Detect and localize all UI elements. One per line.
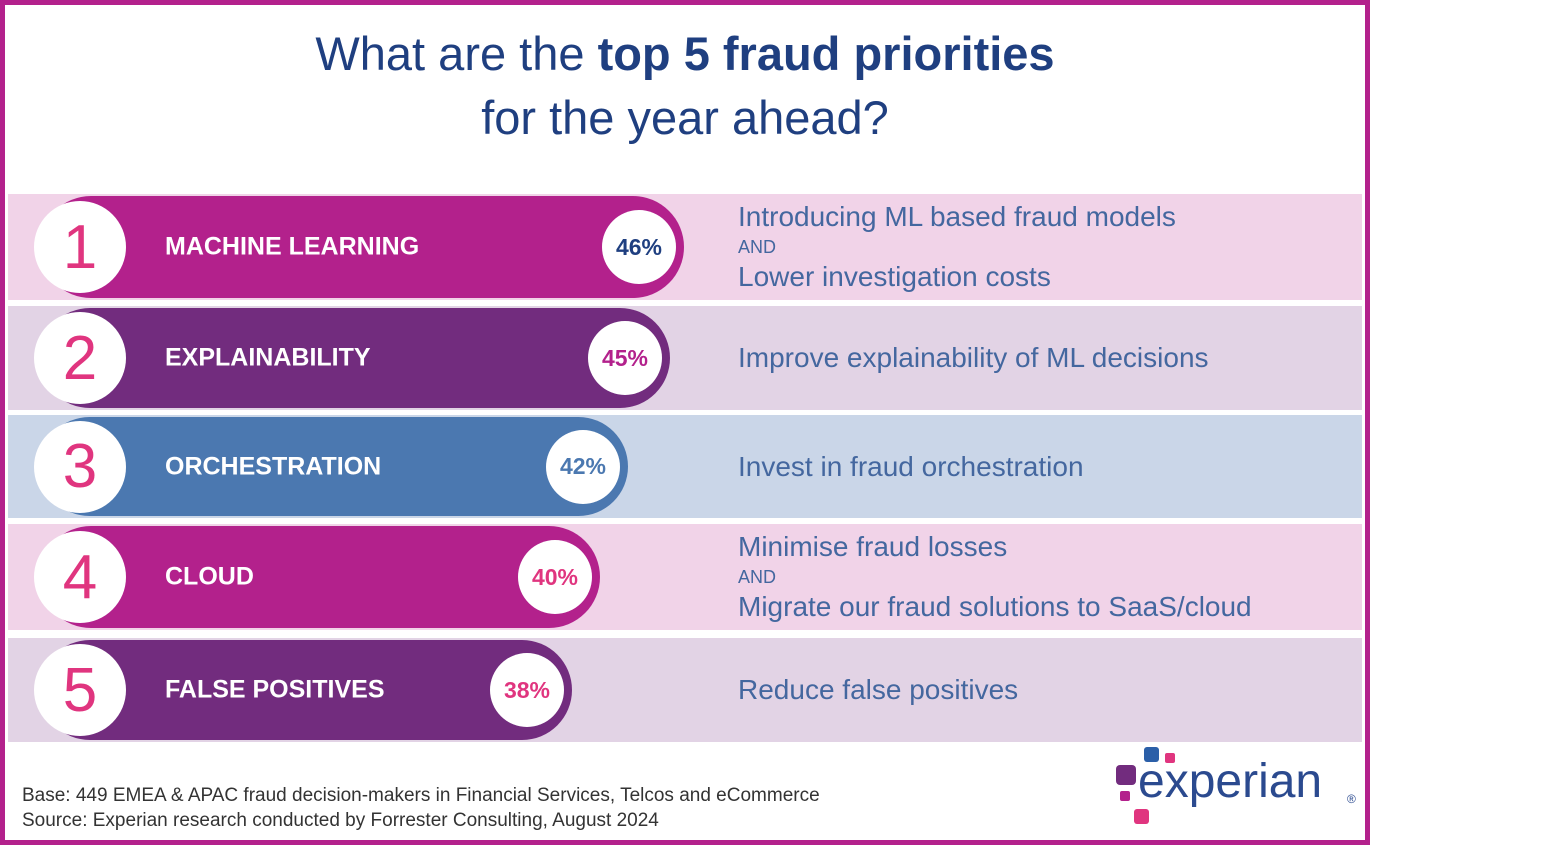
footnote: Source: Experian research conducted by F…	[22, 810, 659, 831]
row: 2 EXPLAINABILITY 45% Improve explainability…	[8, 306, 1362, 410]
bar	[40, 417, 628, 516]
row: 3 ORCHESTRATION 42% Invest in fraud orchest…	[8, 415, 1362, 518]
value-label: 38%	[490, 653, 564, 727]
detail-line: Minimise fraud losses	[738, 531, 1008, 562]
logo-square	[1134, 809, 1149, 824]
bar	[40, 308, 670, 408]
rank: 1	[34, 201, 126, 293]
value-label: 45%	[588, 321, 662, 395]
logo-square	[1120, 791, 1130, 801]
detail-line: Introducing ML based fraud models	[738, 201, 1176, 232]
category-label: FALSE POSITIVES	[165, 675, 385, 704]
bar	[40, 640, 572, 740]
value-label: 42%	[546, 429, 620, 504]
row: 1 MACHINE LEARNING 46% Introducing ML based…	[8, 194, 1362, 300]
detail-line: AND	[738, 567, 777, 587]
detail-line: Migrate our fraud solutions to SaaS/clou…	[738, 591, 1252, 622]
logo: experian ®	[1116, 747, 1356, 824]
bar	[40, 196, 684, 298]
logo-square	[1144, 747, 1159, 762]
value-label: 40%	[518, 540, 592, 614]
footnote: Base: 449 EMEA & APAC fraud decision-mak…	[22, 785, 820, 806]
detail-line: Invest in fraud orchestration	[738, 450, 1084, 482]
detail-line: Improve explainability of ML decisions	[738, 342, 1209, 373]
row: 5 FALSE POSITIVES 38% Reduce false positive…	[8, 638, 1362, 742]
title-text: What are the	[315, 27, 598, 80]
category-label: EXPLAINABILITY	[165, 343, 371, 372]
rank: 2	[34, 312, 126, 404]
logo-text: experian	[1138, 755, 1322, 808]
rank: 4	[34, 531, 126, 623]
detail-line: Lower investigation costs	[738, 261, 1051, 292]
detail: Minimise fraud losses AND Migrate our frau…	[738, 528, 1252, 626]
detail: Invest in fraud orchestration	[738, 448, 1084, 486]
frame	[0, 0, 1370, 845]
logo-mark: ®	[1347, 792, 1356, 806]
rank: 5	[34, 644, 126, 736]
detail-line: AND	[738, 237, 777, 257]
title-bold: top 5 fraud priorities	[597, 27, 1055, 80]
title-line: What are the top 5 fraud priorities	[0, 26, 1370, 81]
detail-line: Reduce false positives	[738, 674, 1019, 705]
bar	[40, 526, 600, 628]
detail: Reduce false positives	[738, 671, 1018, 709]
logo-square	[1165, 753, 1175, 763]
rank: 3	[34, 420, 126, 513]
logo-square	[1116, 765, 1136, 785]
detail: Improve explainability of ML decisions	[738, 339, 1209, 377]
category-label: MACHINE LEARNING	[165, 232, 420, 261]
detail: Introducing ML based fraud models AND Lowe…	[738, 198, 1176, 296]
value-label: 46%	[602, 210, 676, 284]
title-line: for the year ahead?	[481, 91, 889, 144]
category-label: ORCHESTRATION	[165, 452, 382, 480]
row: 4 CLOUD 40% Minimise fraud losses AND Migrate…	[8, 524, 1362, 630]
category-label: CLOUD	[165, 562, 254, 591]
